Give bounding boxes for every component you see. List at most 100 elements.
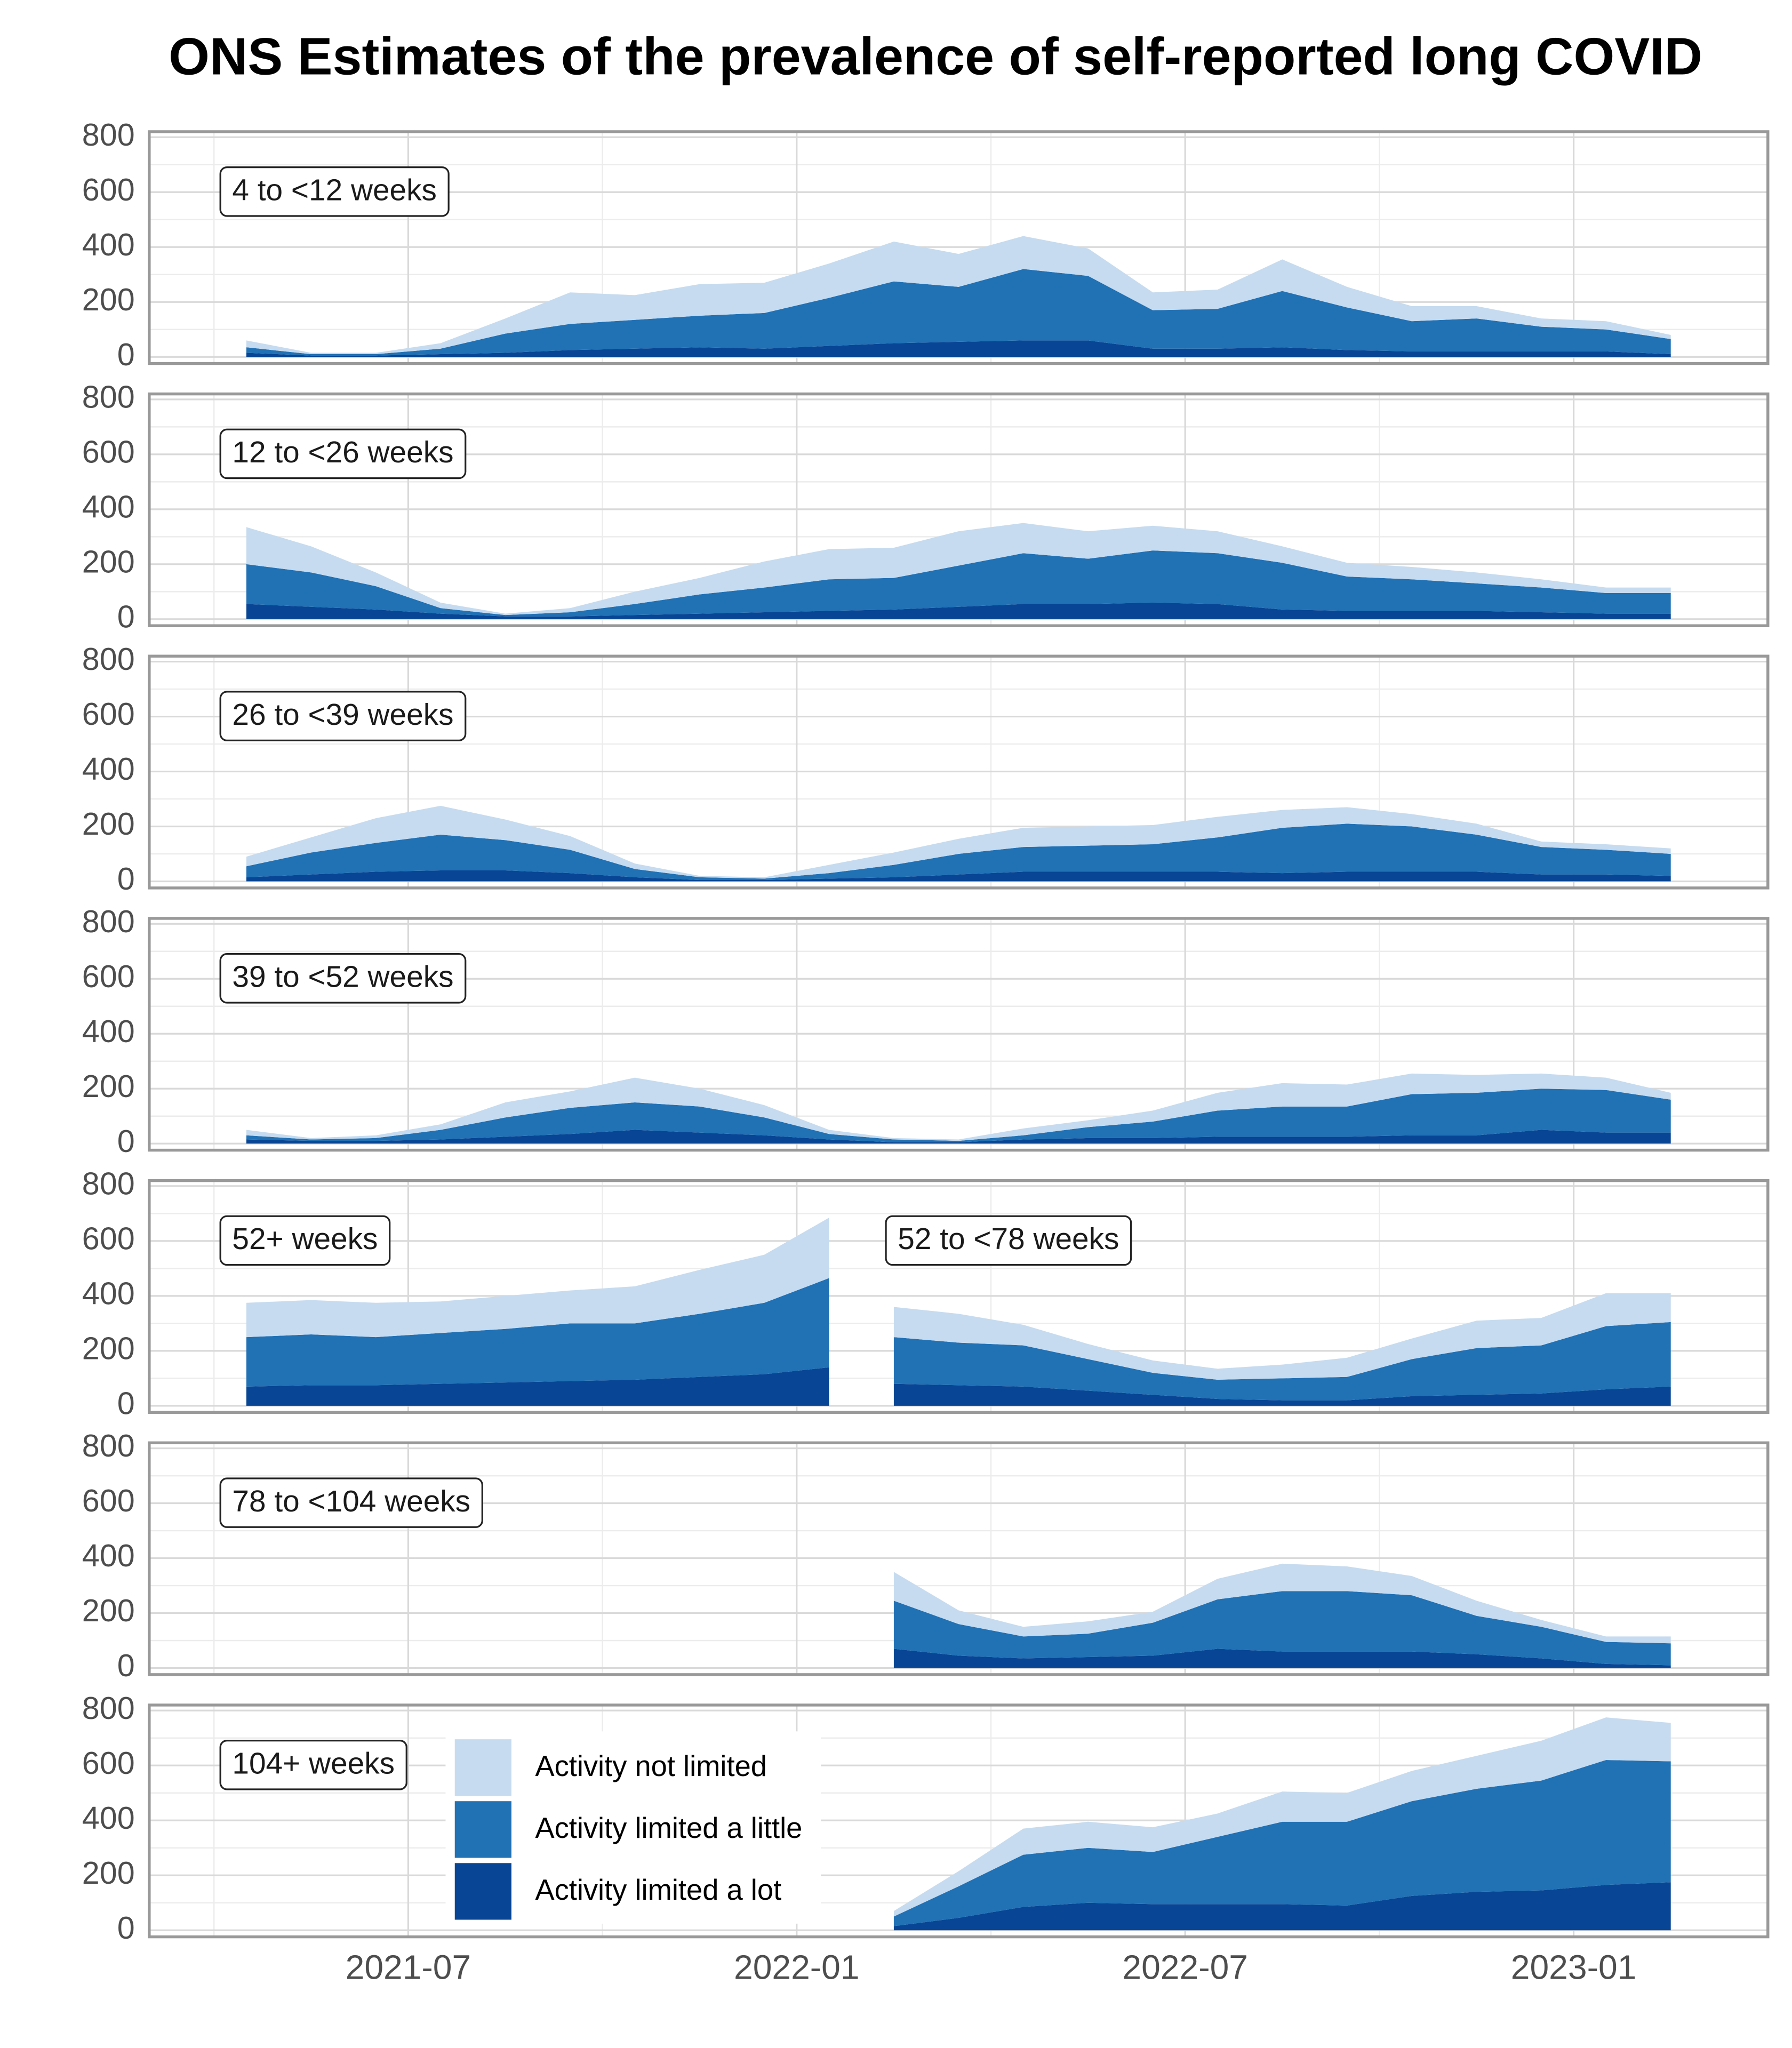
area bbox=[893, 1759, 1671, 1926]
panel-label: 52 to <78 weeks bbox=[898, 1222, 1119, 1256]
y-tick-label: 0 bbox=[117, 599, 135, 635]
y-tick-label: 600 bbox=[82, 434, 135, 470]
panel-frame bbox=[148, 1441, 1770, 1676]
legend-key bbox=[454, 1863, 511, 1920]
y-tick-label: 800 bbox=[82, 117, 135, 153]
chart-title: ONS Estimates of the prevalence of self-… bbox=[169, 27, 1702, 86]
panel: 0 200 400 600 800 78 to <104 weeks bbox=[82, 1428, 1770, 1683]
panel: 0 200 400 600 800 52+ weeks 52 to <78 weeks bbox=[82, 1166, 1770, 1421]
area bbox=[246, 523, 1671, 615]
area bbox=[246, 1089, 1671, 1142]
y-tick-label: 400 bbox=[82, 227, 135, 262]
area bbox=[246, 340, 1671, 357]
area bbox=[893, 1717, 1671, 1917]
panel-label-box bbox=[219, 691, 467, 741]
panel-frame bbox=[148, 1179, 1770, 1414]
panel-frame bbox=[148, 1703, 1770, 1939]
y-tick-label: 600 bbox=[82, 958, 135, 994]
panel: 0 200 400 600 800 39 to <52 weeks bbox=[82, 903, 1770, 1159]
area bbox=[893, 1591, 1671, 1666]
area bbox=[893, 1649, 1671, 1668]
y-tick-label: 200 bbox=[82, 544, 135, 580]
panel-label: 52+ weeks bbox=[232, 1222, 378, 1256]
panel-label-box bbox=[219, 953, 467, 1004]
y-tick-label: 0 bbox=[117, 1123, 135, 1159]
area bbox=[246, 805, 1671, 879]
panel: 0 200 400 600 800 104+ weeks bbox=[82, 1690, 1770, 1946]
y-tick-label: 400 bbox=[82, 1800, 135, 1836]
y-tick-label: 0 bbox=[117, 861, 135, 897]
y-tick-label: 0 bbox=[117, 1910, 135, 1946]
panel: 0 200 400 600 800 12 to <26 weeks bbox=[82, 379, 1770, 635]
area bbox=[893, 1563, 1671, 1644]
area bbox=[893, 1322, 1671, 1401]
panel-label: 39 to <52 weeks bbox=[232, 961, 453, 994]
area bbox=[246, 1073, 1671, 1141]
area bbox=[893, 1383, 1671, 1406]
panel-label-box bbox=[219, 1477, 483, 1528]
area bbox=[246, 823, 1671, 880]
y-tick-label: 400 bbox=[82, 1276, 135, 1311]
y-tick-label: 400 bbox=[82, 1013, 135, 1049]
area bbox=[246, 1278, 829, 1387]
panel-label-box bbox=[885, 1215, 1132, 1266]
legend-key bbox=[454, 1739, 511, 1796]
y-tick-label: 200 bbox=[82, 1068, 135, 1104]
x-tick-label: 2022-07 bbox=[1122, 1948, 1248, 1986]
y-tick-label: 200 bbox=[82, 1593, 135, 1628]
y-tick-label: 800 bbox=[82, 379, 135, 415]
panel-frame bbox=[148, 654, 1770, 890]
panel-frame bbox=[148, 392, 1770, 627]
y-tick-label: 800 bbox=[82, 1690, 135, 1726]
y-tick-label: 400 bbox=[82, 1538, 135, 1573]
y-tick-label: 200 bbox=[82, 806, 135, 842]
area bbox=[246, 1367, 829, 1406]
area bbox=[893, 1882, 1671, 1931]
area bbox=[246, 1218, 829, 1338]
y-tick-label: 600 bbox=[82, 1745, 135, 1781]
y-tick-label: 400 bbox=[82, 751, 135, 787]
y-tick-label: 800 bbox=[82, 903, 135, 939]
y-tick-label: 200 bbox=[82, 282, 135, 317]
x-tick-label: 2021-07 bbox=[346, 1948, 471, 1986]
panel-label-box bbox=[219, 428, 467, 479]
panel-label: 26 to <39 weeks bbox=[232, 698, 453, 732]
y-tick-label: 0 bbox=[117, 1386, 135, 1421]
y-tick-label: 0 bbox=[117, 1647, 135, 1683]
legend-label: Activity not limited bbox=[535, 1750, 767, 1782]
panel: 0 200 400 600 800 26 to <39 weeks bbox=[82, 641, 1770, 897]
panel-label: 104+ weeks bbox=[232, 1747, 395, 1781]
y-tick-label: 800 bbox=[82, 641, 135, 677]
legend: Activity not limited Activity limited a l… bbox=[445, 1731, 821, 1924]
legend-key bbox=[454, 1801, 511, 1858]
panel-label-box bbox=[219, 1215, 391, 1266]
y-tick-label: 800 bbox=[82, 1166, 135, 1202]
y-tick-label: 600 bbox=[82, 1221, 135, 1257]
y-tick-label: 800 bbox=[82, 1428, 135, 1463]
y-tick-label: 600 bbox=[82, 172, 135, 207]
y-tick-label: 200 bbox=[82, 1331, 135, 1366]
area bbox=[246, 1130, 1671, 1144]
panel-label: 78 to <104 weeks bbox=[232, 1485, 470, 1518]
area bbox=[246, 550, 1671, 617]
area bbox=[246, 602, 1671, 619]
area bbox=[893, 1293, 1671, 1380]
panel-frame bbox=[148, 917, 1770, 1152]
y-tick-label: 0 bbox=[117, 337, 135, 372]
legend-label: Activity limited a lot bbox=[535, 1874, 781, 1906]
x-tick-label: 2022-01 bbox=[734, 1948, 860, 1986]
area bbox=[246, 870, 1671, 882]
y-tick-label: 200 bbox=[82, 1855, 135, 1891]
panel-label-box bbox=[219, 1740, 407, 1790]
panel: 0 200 400 600 800 4 to <12 weeks bbox=[82, 117, 1770, 372]
y-tick-label: 400 bbox=[82, 489, 135, 525]
panel-frame bbox=[148, 130, 1770, 365]
y-tick-label: 600 bbox=[82, 696, 135, 732]
area bbox=[246, 236, 1671, 355]
legend-label: Activity limited a little bbox=[535, 1812, 802, 1844]
panel-label: 4 to <12 weeks bbox=[232, 174, 437, 207]
area bbox=[246, 269, 1671, 356]
panel-label-box bbox=[219, 166, 450, 217]
